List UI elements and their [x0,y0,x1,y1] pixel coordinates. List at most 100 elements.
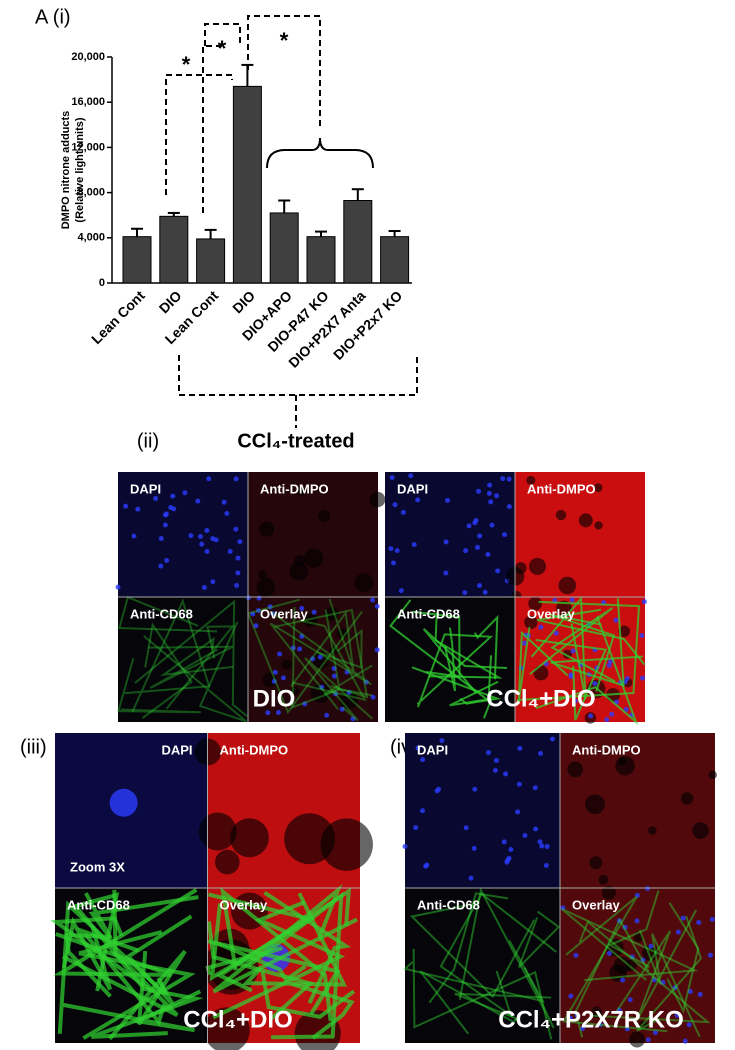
stain [338,690,358,710]
nucleus [270,611,276,617]
nucleus [398,588,404,594]
nucleus [350,716,356,722]
micrograph-quadrant [405,888,560,1043]
stain [256,577,276,597]
nucleus [473,518,479,524]
stain [57,900,168,1034]
significance: * [280,28,289,53]
stain [535,616,639,726]
stain [528,596,542,611]
stain [304,548,324,568]
nucleus [445,497,451,503]
quadrant-label: Anti-DMPO [527,481,596,496]
nucleus [675,929,681,935]
nucleus [569,597,575,603]
nucleus [374,603,380,609]
nucleus [310,656,316,662]
nucleus [501,839,507,845]
nucleus [370,694,376,700]
nucleus [255,608,261,614]
stain [449,680,499,719]
nucleus [495,568,501,574]
stain [526,475,536,485]
stain [269,610,372,710]
nucleus [680,915,686,921]
zoom-note: Zoom 3X [70,859,125,874]
nucleus [317,654,323,660]
y-tick-label: 12,000 [71,141,105,153]
stain [473,614,499,680]
nucleus [674,1012,680,1018]
stain [530,596,587,700]
nucleus [267,604,273,610]
nucleus [123,503,129,509]
stain [422,628,508,695]
significance: * [218,36,227,61]
nucleus [188,533,194,539]
nucleus [687,988,693,994]
nucleus [616,1007,622,1013]
stain [241,892,348,987]
nucleus [709,916,715,922]
nucleus [400,509,406,515]
stain [638,1020,649,1031]
stain [148,645,234,689]
stain [458,887,555,1029]
stain [165,625,235,710]
stain [324,606,339,621]
stain [246,598,363,715]
nucleus [256,595,262,601]
nucleus [568,672,574,678]
nucleus [682,1038,688,1044]
stain [303,613,318,628]
stain [159,636,234,677]
stain [117,657,201,714]
stain [517,910,561,969]
nucleus [280,675,286,681]
group-label: CCl₄-treated [237,430,354,452]
nucleus [420,808,426,814]
nucleus [235,570,241,576]
nucleus [660,979,666,985]
nucleus [622,924,628,930]
nucleus [588,713,594,719]
micrograph-quadrant [118,597,248,722]
nucleus [237,539,243,545]
micrographs: (ii) DAPI Anti-DMPO Anti-CD68 Overlay DIO DAPI… [20,430,717,1050]
nucleus [640,957,646,963]
bar [122,236,152,284]
stain [585,794,605,815]
stain [259,521,275,537]
nucleus [462,590,468,596]
micrograph-quadrant [560,888,715,1043]
nucleus [532,785,538,791]
stain [556,600,572,617]
nucleus [500,476,506,482]
stain [230,818,269,858]
nucleus [697,991,703,997]
nucleus [606,950,612,956]
nucleus [331,673,337,679]
nucleus [508,847,514,853]
image-title: CCl₄+DIO [486,685,595,712]
stain [220,886,333,1022]
nucleus [339,706,345,712]
nucleus [109,788,138,817]
stain [289,562,309,581]
stain [84,892,199,940]
stain [636,915,703,1032]
nucleus [686,1022,692,1028]
stain [304,657,374,722]
stain [515,472,645,597]
nucleus [346,689,352,695]
quadrant-label: Overlay [260,606,308,621]
nucleus [411,542,417,548]
nucleus [246,595,252,601]
stain [134,599,248,718]
stain [124,598,211,713]
nucleus [486,490,492,496]
stain [574,917,650,1038]
nucleus [492,767,498,773]
stain [594,521,603,530]
nucleus [579,1026,585,1032]
